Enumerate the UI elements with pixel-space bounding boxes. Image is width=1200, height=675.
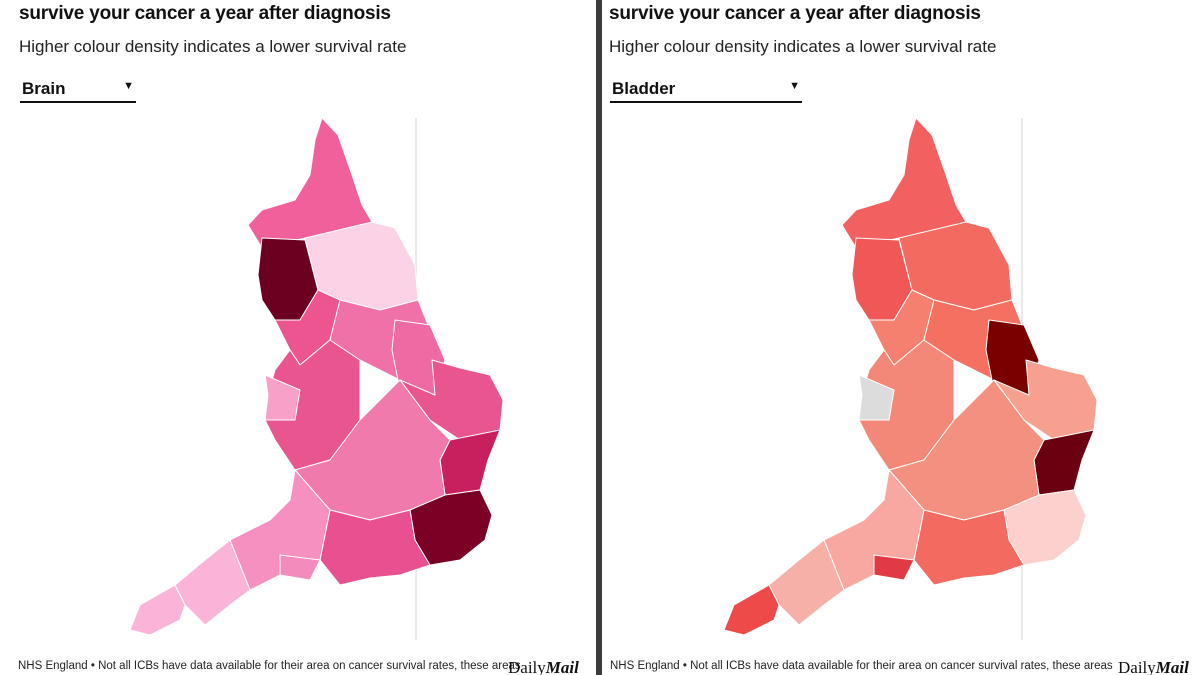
icb-region[interactable]	[768, 539, 845, 626]
england-choropleth-map	[129, 117, 504, 640]
icb-region[interactable]	[264, 374, 301, 421]
bladder-map-panel: survive your cancer a year after diagnos…	[604, 0, 1200, 675]
dropdown-selected-value: Brain	[22, 79, 66, 98]
dropdown-selected-value: Bladder	[612, 79, 676, 98]
cancer-type-dropdown[interactable]: Brain ▼	[20, 78, 136, 103]
source-note: NHS England • Not all ICBs have data ava…	[18, 660, 521, 672]
icb-region[interactable]	[913, 509, 1025, 586]
brain-map-panel: survive your cancer a year after diagnos…	[0, 0, 596, 675]
icb-region[interactable]	[858, 339, 955, 471]
caret-down-icon: ▼	[123, 80, 134, 92]
england-choropleth-map	[723, 117, 1098, 640]
chart-title: survive your cancer a year after diagnos…	[19, 3, 391, 24]
source-note: NHS England • Not all ICBs have data ava…	[610, 660, 1113, 672]
logo-mail: Mail	[1155, 658, 1189, 675]
icb-region[interactable]	[264, 339, 361, 471]
chart-subtitle: Higher colour density indicates a lower …	[609, 37, 997, 56]
icb-region[interactable]	[723, 584, 780, 636]
panel-divider	[596, 0, 602, 675]
icb-region[interactable]	[858, 374, 895, 421]
icb-region[interactable]	[319, 509, 431, 586]
chart-title: survive your cancer a year after diagnos…	[609, 3, 981, 24]
icb-region[interactable]	[873, 554, 915, 581]
chart-subtitle: Higher colour density indicates a lower …	[19, 37, 407, 56]
caret-down-icon: ▼	[789, 80, 800, 92]
icb-region[interactable]	[129, 584, 186, 636]
logo-daily: Daily	[508, 658, 546, 675]
logo-daily: Daily	[1118, 658, 1156, 675]
logo-mail: Mail	[545, 658, 579, 675]
icb-region[interactable]	[174, 539, 251, 626]
icb-region[interactable]	[279, 554, 321, 581]
cancer-type-dropdown[interactable]: Bladder ▼	[610, 78, 802, 103]
daily-mail-logo: DailyMail	[508, 658, 579, 675]
daily-mail-logo: DailyMail	[1118, 658, 1189, 675]
